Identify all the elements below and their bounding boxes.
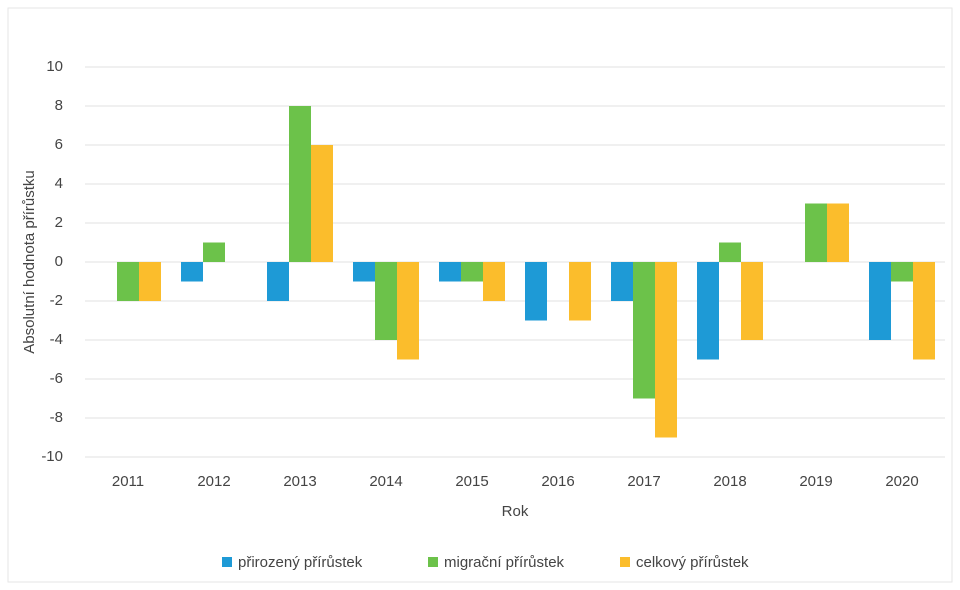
x-tick-label: 2018 [713,473,746,490]
y-tick-label: 0 [55,253,63,270]
bar [697,262,719,360]
x-tick-label: 2011 [112,473,144,490]
y-tick-label: 6 [55,136,63,153]
bar [891,262,913,282]
bar [483,262,505,301]
legend-label: migrační přírůstek [444,554,565,571]
x-tick-label: 2017 [627,473,660,490]
bar [633,262,655,399]
legend-swatch [222,557,232,567]
bar [375,262,397,340]
x-tick-label: 2014 [369,473,402,490]
legend-label: přirozený přírůstek [238,554,363,571]
bar [311,145,333,262]
y-tick-label: 8 [55,97,63,114]
bar [719,242,741,262]
bar [655,262,677,438]
y-tick-label: 4 [55,175,63,192]
x-tick-label: 2013 [283,473,316,490]
legend-swatch [428,557,438,567]
x-tick-label: 2020 [885,473,918,490]
bar [181,262,203,282]
y-tick-label: 10 [46,58,63,75]
y-tick-label: -10 [41,448,63,465]
bar [569,262,591,321]
x-tick-label: 2012 [197,473,230,490]
y-tick-label: 2 [55,214,63,231]
bar [439,262,461,282]
bar [397,262,419,360]
bar [869,262,891,340]
bar [525,262,547,321]
bar [827,203,849,262]
bar [139,262,161,301]
legend-swatch [620,557,630,567]
y-axis-title: Absolutní hodnota přírůstku [21,170,38,353]
bar [611,262,633,301]
x-tick-label: 2016 [541,473,574,490]
bar [289,106,311,262]
y-tick-label: -8 [50,409,63,426]
y-tick-label: -6 [50,370,63,387]
legend-label: celkový přírůstek [636,554,749,571]
bar [203,242,225,262]
x-axis-title: Rok [502,503,529,520]
y-tick-label: -4 [50,331,63,348]
x-tick-label: 2015 [455,473,488,490]
bar [353,262,375,282]
chart-frame [7,7,953,583]
bar [913,262,935,360]
x-tick-label: 2019 [799,473,832,490]
bar [117,262,139,301]
bar [741,262,763,340]
bar [805,203,827,262]
bar [461,262,483,282]
y-tick-label: -2 [50,292,63,309]
bar [267,262,289,301]
